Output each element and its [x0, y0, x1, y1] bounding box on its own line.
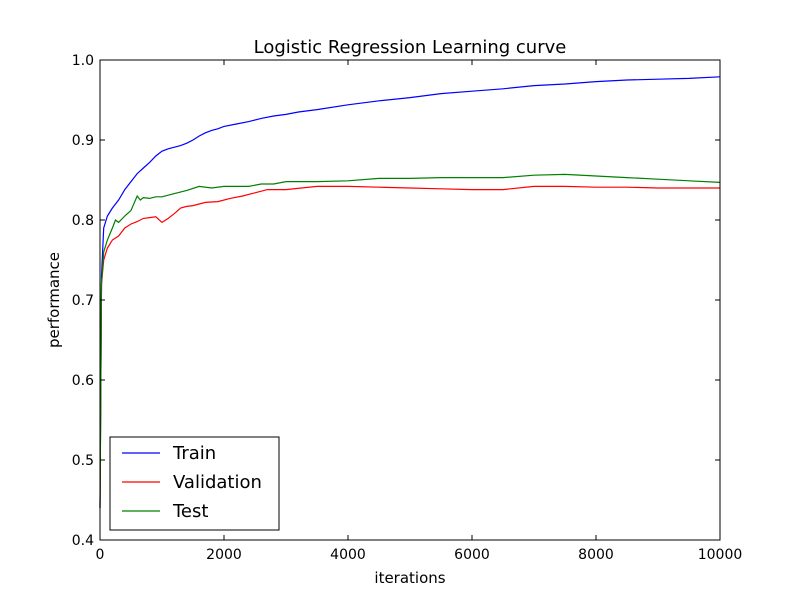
y-tick-label: 0.9	[72, 133, 94, 149]
y-tick-label: 0.5	[72, 453, 94, 469]
x-tick-label: 10000	[698, 547, 743, 563]
plot-lines	[99, 76, 721, 509]
legend-label-train: Train	[172, 443, 216, 464]
x-axis-ticks: 0 2000 4000 6000 8000 10000	[96, 60, 743, 563]
legend-label-test: Test	[172, 501, 208, 522]
y-tick-label: 0.7	[72, 293, 94, 309]
x-tick-label: 6000	[454, 547, 490, 563]
x-tick-label: 8000	[578, 547, 614, 563]
y-tick-label: 1.0	[72, 53, 94, 69]
chart-title: Logistic Regression Learning curve	[254, 37, 567, 58]
series-line-train	[99, 76, 721, 509]
x-tick-label: 2000	[206, 547, 242, 563]
y-tick-label: 0.6	[72, 373, 94, 389]
y-axis-ticks: 0.4 0.5 0.6 0.7 0.8 0.9 1.0	[72, 53, 720, 549]
y-tick-label: 0.4	[72, 533, 94, 549]
x-axis-label: iterations	[374, 569, 445, 587]
legend-label-validation: Validation	[173, 472, 262, 493]
series-line-test	[99, 173, 721, 509]
x-tick-label: 0	[96, 547, 105, 563]
series-line-validation	[99, 185, 720, 509]
x-tick-label: 4000	[330, 547, 366, 563]
y-tick-label: 0.8	[72, 213, 94, 229]
y-axis-label: performance	[45, 252, 63, 348]
legend: Train Validation Test	[109, 436, 280, 531]
